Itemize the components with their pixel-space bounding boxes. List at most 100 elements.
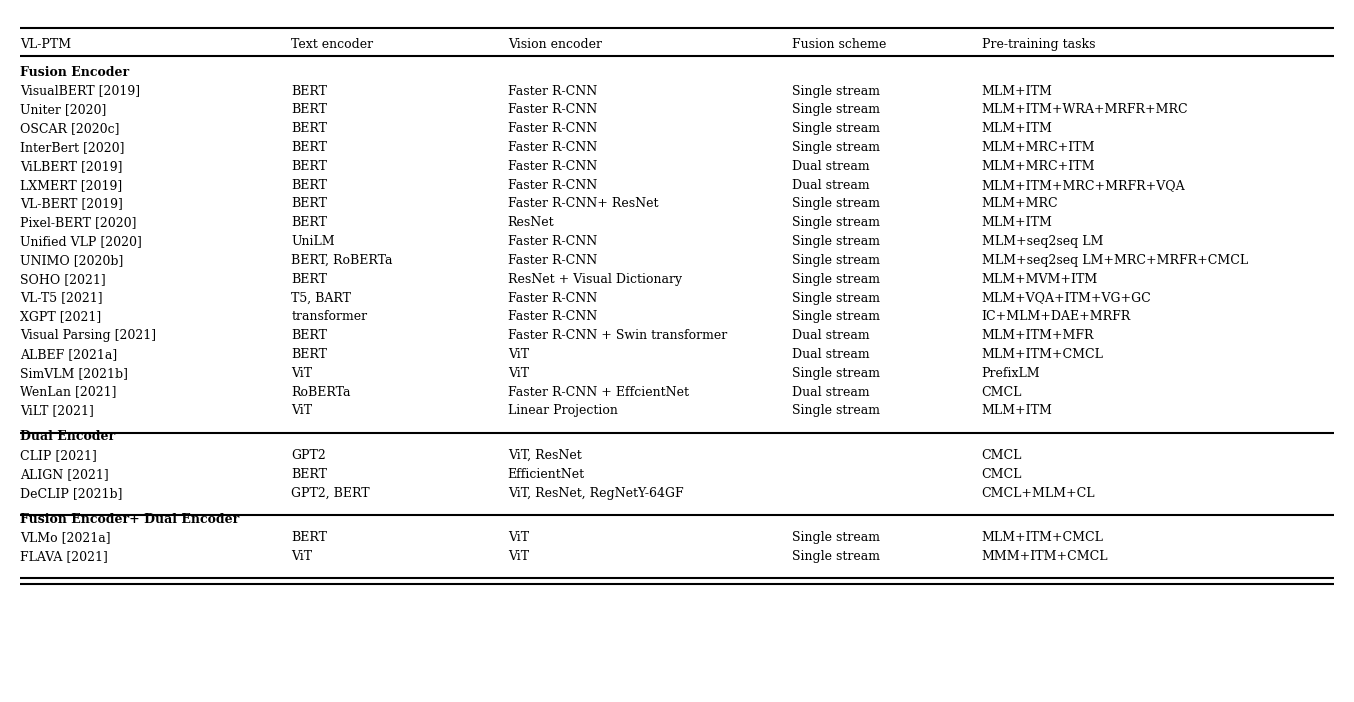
Text: GPT2, BERT: GPT2, BERT <box>291 486 370 500</box>
Text: Faster R-CNN: Faster R-CNN <box>508 235 597 248</box>
Text: Faster R-CNN: Faster R-CNN <box>508 179 597 192</box>
Text: Single stream: Single stream <box>792 310 880 324</box>
Text: MLM+ITM+WRA+MRFR+MRC: MLM+ITM+WRA+MRFR+MRC <box>982 103 1189 117</box>
Text: BERT: BERT <box>291 329 328 342</box>
Text: ViT: ViT <box>291 367 313 380</box>
Text: Single stream: Single stream <box>792 216 880 230</box>
Text: Dual stream: Dual stream <box>792 348 869 361</box>
Text: ViT: ViT <box>291 550 313 563</box>
Text: DeCLIP [2021b]: DeCLIP [2021b] <box>20 486 123 500</box>
Text: ALBEF [2021a]: ALBEF [2021a] <box>20 348 118 361</box>
Text: FLAVA [2021]: FLAVA [2021] <box>20 550 108 563</box>
Text: Dual stream: Dual stream <box>792 329 869 342</box>
Text: ViT: ViT <box>508 531 529 544</box>
Text: ResNet: ResNet <box>508 216 554 230</box>
Text: ViT: ViT <box>291 404 313 418</box>
Text: BERT: BERT <box>291 103 328 117</box>
Text: VisualBERT [2019]: VisualBERT [2019] <box>20 85 141 98</box>
Text: IC+MLM+DAE+MRFR: IC+MLM+DAE+MRFR <box>982 310 1131 324</box>
Text: ViT: ViT <box>508 348 529 361</box>
Text: UNIMO [2020b]: UNIMO [2020b] <box>20 254 123 267</box>
Text: BERT: BERT <box>291 179 328 192</box>
Text: Fusion Encoder+ Dual Encoder: Fusion Encoder+ Dual Encoder <box>20 512 240 526</box>
Text: Faster R-CNN: Faster R-CNN <box>508 85 597 98</box>
Text: Single stream: Single stream <box>792 103 880 117</box>
Text: Faster R-CNN: Faster R-CNN <box>508 291 597 305</box>
Text: BERT: BERT <box>291 531 328 544</box>
Text: Pre-training tasks: Pre-training tasks <box>982 38 1095 51</box>
Text: CMCL: CMCL <box>982 449 1022 462</box>
Text: WenLan [2021]: WenLan [2021] <box>20 385 116 399</box>
Text: Single stream: Single stream <box>792 197 880 211</box>
Text: Faster R-CNN: Faster R-CNN <box>508 160 597 173</box>
Text: BERT: BERT <box>291 160 328 173</box>
Text: Single stream: Single stream <box>792 550 880 563</box>
Text: BERT, RoBERTa: BERT, RoBERTa <box>291 254 393 267</box>
Text: Dual stream: Dual stream <box>792 385 869 399</box>
Text: Single stream: Single stream <box>792 254 880 267</box>
Text: BERT: BERT <box>291 85 328 98</box>
Text: Vision encoder: Vision encoder <box>508 38 601 51</box>
Text: Single stream: Single stream <box>792 273 880 286</box>
Text: EfficientNet: EfficientNet <box>508 468 585 481</box>
Text: Unified VLP [2020]: Unified VLP [2020] <box>20 235 142 248</box>
Text: SimVLM [2021b]: SimVLM [2021b] <box>20 367 129 380</box>
Text: MLM+VQA+ITM+VG+GC: MLM+VQA+ITM+VG+GC <box>982 291 1151 305</box>
Text: PrefixLM: PrefixLM <box>982 367 1040 380</box>
Text: MLM+ITM+CMCL: MLM+ITM+CMCL <box>982 348 1104 361</box>
Text: CMCL: CMCL <box>982 385 1022 399</box>
Text: ViLBERT [2019]: ViLBERT [2019] <box>20 160 123 173</box>
Text: LXMERT [2019]: LXMERT [2019] <box>20 179 123 192</box>
Text: Faster R-CNN + Swin transformer: Faster R-CNN + Swin transformer <box>508 329 727 342</box>
Text: MLM+seq2seq LM+MRC+MRFR+CMCL: MLM+seq2seq LM+MRC+MRFR+CMCL <box>982 254 1248 267</box>
Text: MLM+ITM: MLM+ITM <box>982 85 1052 98</box>
Text: VL-PTM: VL-PTM <box>20 38 72 51</box>
Text: UniLM: UniLM <box>291 235 334 248</box>
Text: ViT, ResNet, RegNetY-64GF: ViT, ResNet, RegNetY-64GF <box>508 486 684 500</box>
Text: transformer: transformer <box>291 310 367 324</box>
Text: MLM+MRC: MLM+MRC <box>982 197 1059 211</box>
Text: MLM+ITM: MLM+ITM <box>982 216 1052 230</box>
Text: OSCAR [2020c]: OSCAR [2020c] <box>20 122 119 135</box>
Text: Dual stream: Dual stream <box>792 160 869 173</box>
Text: MMM+ITM+CMCL: MMM+ITM+CMCL <box>982 550 1108 563</box>
Text: Fusion Encoder: Fusion Encoder <box>20 66 130 79</box>
Text: BERT: BERT <box>291 197 328 211</box>
Text: Faster R-CNN + EffcientNet: Faster R-CNN + EffcientNet <box>508 385 689 399</box>
Text: VL-T5 [2021]: VL-T5 [2021] <box>20 291 103 305</box>
Text: Single stream: Single stream <box>792 531 880 544</box>
Text: Linear Projection: Linear Projection <box>508 404 617 418</box>
Text: RoBERTa: RoBERTa <box>291 385 351 399</box>
Text: Faster R-CNN: Faster R-CNN <box>508 310 597 324</box>
Text: Single stream: Single stream <box>792 141 880 154</box>
Text: VLMo [2021a]: VLMo [2021a] <box>20 531 111 544</box>
Text: Single stream: Single stream <box>792 404 880 418</box>
Text: SOHO [2021]: SOHO [2021] <box>20 273 106 286</box>
Text: BERT: BERT <box>291 122 328 135</box>
Text: InterBert [2020]: InterBert [2020] <box>20 141 125 154</box>
Text: MLM+MRC+ITM: MLM+MRC+ITM <box>982 141 1095 154</box>
Text: Dual stream: Dual stream <box>792 179 869 192</box>
Text: Single stream: Single stream <box>792 235 880 248</box>
Text: Faster R-CNN: Faster R-CNN <box>508 141 597 154</box>
Text: CMCL+MLM+CL: CMCL+MLM+CL <box>982 486 1095 500</box>
Text: ViT: ViT <box>508 367 529 380</box>
Text: CMCL: CMCL <box>982 468 1022 481</box>
Text: Faster R-CNN: Faster R-CNN <box>508 122 597 135</box>
Text: CLIP [2021]: CLIP [2021] <box>20 449 97 462</box>
Text: T5, BART: T5, BART <box>291 291 351 305</box>
Text: MLM+ITM: MLM+ITM <box>982 404 1052 418</box>
Text: BERT: BERT <box>291 468 328 481</box>
Text: ViT: ViT <box>508 550 529 563</box>
Text: MLM+MVM+ITM: MLM+MVM+ITM <box>982 273 1098 286</box>
Text: Visual Parsing [2021]: Visual Parsing [2021] <box>20 329 157 342</box>
Text: BERT: BERT <box>291 216 328 230</box>
Text: BERT: BERT <box>291 273 328 286</box>
Text: ALIGN [2021]: ALIGN [2021] <box>20 468 110 481</box>
Text: Uniter [2020]: Uniter [2020] <box>20 103 107 117</box>
Text: MLM+MRC+ITM: MLM+MRC+ITM <box>982 160 1095 173</box>
Text: ViLT [2021]: ViLT [2021] <box>20 404 95 418</box>
Text: Faster R-CNN: Faster R-CNN <box>508 103 597 117</box>
Text: Single stream: Single stream <box>792 85 880 98</box>
Text: Faster R-CNN: Faster R-CNN <box>508 254 597 267</box>
